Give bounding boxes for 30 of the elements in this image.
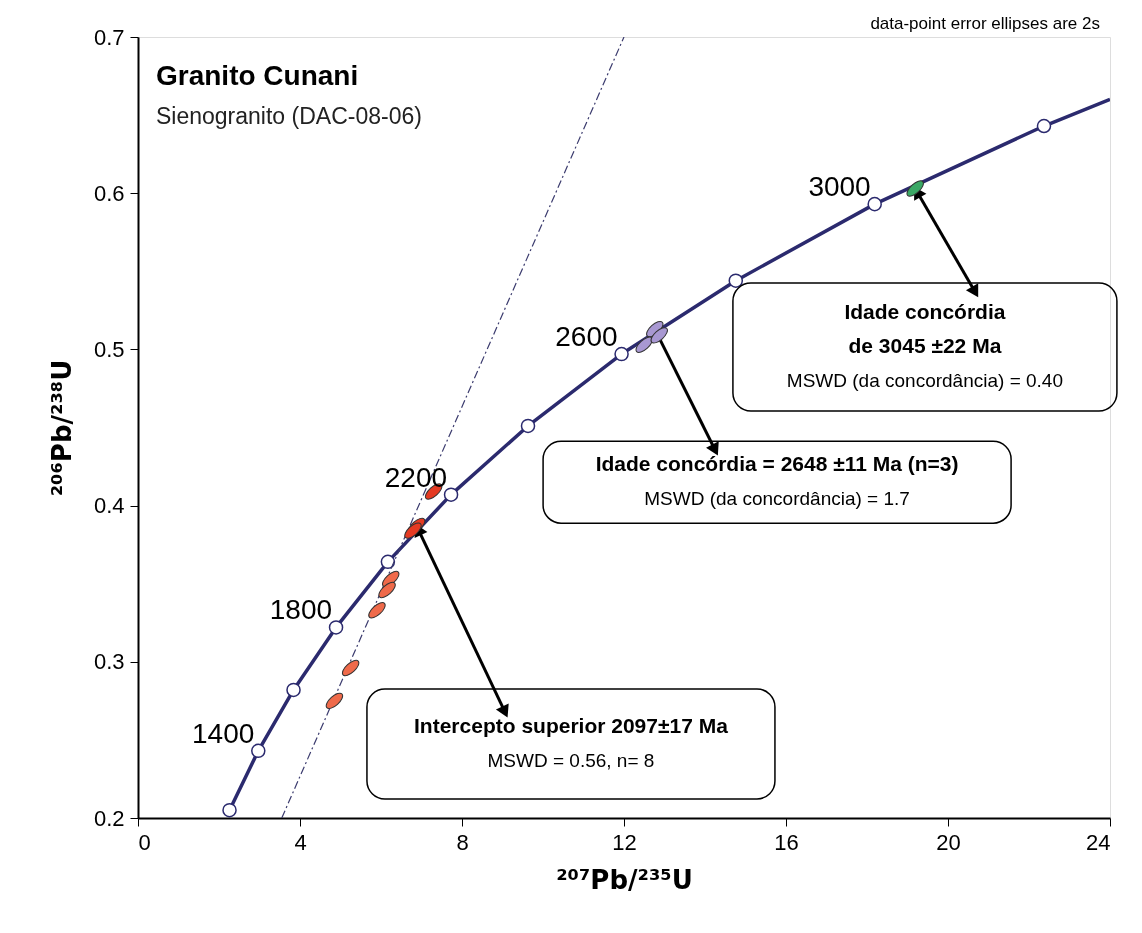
annotation: 3000 (808, 171, 871, 203)
annotation: 2200 (384, 461, 448, 493)
y-tick-label: 0.6 (93, 180, 125, 206)
x-tick-label: 0 (138, 829, 151, 855)
text: data-point error ellipses are 2s (870, 14, 1100, 33)
y-tick-label: 0.4 (93, 493, 125, 519)
y-tick-label: 0.7 (93, 24, 125, 50)
text: Granito Cunani (156, 60, 359, 91)
x-tick-label: 16 (774, 829, 799, 855)
y-tick-label: 0.2 (93, 805, 125, 831)
annotation: 2600 (555, 321, 618, 353)
y-axis-title: ²⁰⁶Pb/²³⁸U (46, 359, 77, 497)
annotation: MSWD = 0.56, n= 8 (487, 749, 655, 771)
x-axis-title: ²⁰⁷Pb/²³⁵U (556, 864, 693, 895)
x-tick-label: 12 (612, 829, 637, 855)
text: Sienogranito (DAC-08-06) (156, 103, 422, 129)
annotation: 1400 (191, 717, 255, 749)
annotation: Idade concórdia (844, 300, 1006, 324)
annotation: Idade concórdia = 2648 ±11 Ma (n=3) (595, 452, 959, 476)
x-tick-label: 24 (1086, 829, 1111, 855)
annotation: MSWD (da concordância) = 0.40 (786, 370, 1063, 392)
x-tick-label: 8 (456, 829, 469, 855)
annotation: Intercepto superior 2097±17 Ma (414, 713, 729, 737)
annotation: de 3045 ±22 Ma (848, 334, 1002, 358)
y-tick-label: 0.5 (93, 336, 125, 362)
annotation: MSWD (da concordância) = 1.7 (644, 488, 910, 510)
y-tick-label: 0.3 (93, 649, 125, 675)
x-tick-label: 20 (936, 829, 961, 855)
x-tick-label: 4 (294, 829, 307, 855)
annotation: 1800 (269, 594, 333, 626)
